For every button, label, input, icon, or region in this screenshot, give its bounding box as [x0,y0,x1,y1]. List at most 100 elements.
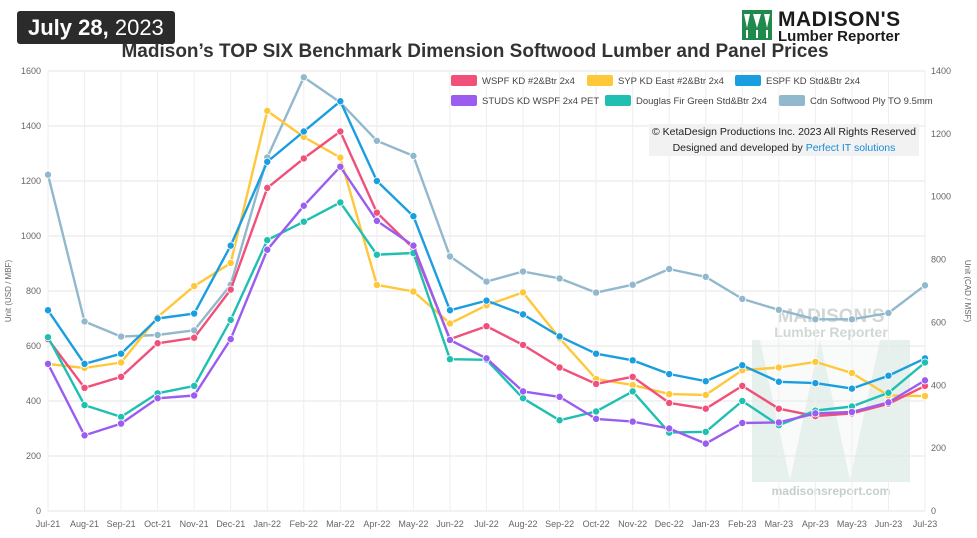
data-point[interactable] [628,356,637,365]
data-point[interactable] [190,333,199,342]
data-point[interactable] [847,315,856,324]
data-point[interactable] [190,282,199,291]
data-point[interactable] [80,431,89,440]
data-point[interactable] [372,250,381,259]
data-point[interactable] [555,392,564,401]
data-point[interactable] [701,377,710,386]
data-point[interactable] [117,332,126,341]
data-point[interactable] [628,387,637,396]
data-point[interactable] [263,245,272,254]
data-point[interactable] [774,305,783,314]
data-point[interactable] [884,388,893,397]
legend-swatch[interactable] [735,75,761,86]
data-point[interactable] [372,176,381,185]
data-point[interactable] [372,216,381,225]
data-point[interactable] [263,183,272,192]
data-point[interactable] [299,127,308,136]
data-point[interactable] [299,73,308,82]
data-point[interactable] [445,252,454,261]
data-point[interactable] [921,376,930,385]
data-point[interactable] [117,412,126,421]
data-point[interactable] [263,236,272,245]
legend-label[interactable]: Douglas Fir Green Std&Btr 2x4 [636,96,767,107]
data-point[interactable] [847,384,856,393]
data-point[interactable] [445,335,454,344]
data-point[interactable] [592,349,601,358]
data-point[interactable] [774,363,783,372]
data-point[interactable] [519,340,528,349]
data-point[interactable] [811,357,820,366]
legend-swatch[interactable] [779,95,805,106]
data-point[interactable] [774,418,783,427]
data-point[interactable] [190,381,199,390]
data-point[interactable] [299,154,308,163]
data-point[interactable] [592,379,601,388]
data-point[interactable] [628,280,637,289]
legend-label[interactable]: WSPF KD #2&Btr 2x4 [482,76,575,87]
legend-label[interactable]: Cdn Softwood Ply TO 9.5mm [810,96,933,107]
data-point[interactable] [190,309,199,318]
data-point[interactable] [117,358,126,367]
data-point[interactable] [884,308,893,317]
data-point[interactable] [226,241,235,250]
data-point[interactable] [555,416,564,425]
data-point[interactable] [80,317,89,326]
data-point[interactable] [665,370,674,379]
data-point[interactable] [628,417,637,426]
data-point[interactable] [921,358,930,367]
data-point[interactable] [482,296,491,305]
data-point[interactable] [701,427,710,436]
data-point[interactable] [738,361,747,370]
data-point[interactable] [774,404,783,413]
legend-swatch[interactable] [451,75,477,86]
data-point[interactable] [555,274,564,283]
data-point[interactable] [336,97,345,106]
data-point[interactable] [44,333,53,342]
data-point[interactable] [701,439,710,448]
data-point[interactable] [482,277,491,286]
data-point[interactable] [665,424,674,433]
data-point[interactable] [409,151,418,160]
legend-swatch[interactable] [451,95,477,106]
data-point[interactable] [409,241,418,250]
data-point[interactable] [336,162,345,171]
credits-link[interactable]: Perfect IT solutions [805,142,896,154]
data-point[interactable] [226,258,235,267]
data-point[interactable] [592,414,601,423]
data-point[interactable] [80,359,89,368]
data-point[interactable] [226,285,235,294]
data-point[interactable] [519,288,528,297]
legend-swatch[interactable] [587,75,613,86]
data-point[interactable] [190,391,199,400]
data-point[interactable] [117,372,126,381]
data-point[interactable] [226,335,235,344]
data-point[interactable] [445,355,454,364]
legend-label[interactable]: STUDS KD WSPF 2x4 PET [482,96,599,107]
data-point[interactable] [701,390,710,399]
legend-swatch[interactable] [605,95,631,106]
data-point[interactable] [117,419,126,428]
data-point[interactable] [665,390,674,399]
data-point[interactable] [226,315,235,324]
data-point[interactable] [519,310,528,319]
data-point[interactable] [847,407,856,416]
data-point[interactable] [884,371,893,380]
data-point[interactable] [372,136,381,145]
data-point[interactable] [409,287,418,296]
data-point[interactable] [738,381,747,390]
data-point[interactable] [409,212,418,221]
data-point[interactable] [299,201,308,210]
data-point[interactable] [44,359,53,368]
data-point[interactable] [445,306,454,315]
data-point[interactable] [884,398,893,407]
data-point[interactable] [263,106,272,115]
data-point[interactable] [811,315,820,324]
legend-label[interactable]: ESPF KD Std&Btr 2x4 [766,76,860,87]
data-point[interactable] [336,153,345,162]
data-point[interactable] [153,330,162,339]
data-point[interactable] [592,407,601,416]
data-point[interactable] [153,314,162,323]
data-point[interactable] [738,294,747,303]
data-point[interactable] [555,363,564,372]
data-point[interactable] [153,394,162,403]
